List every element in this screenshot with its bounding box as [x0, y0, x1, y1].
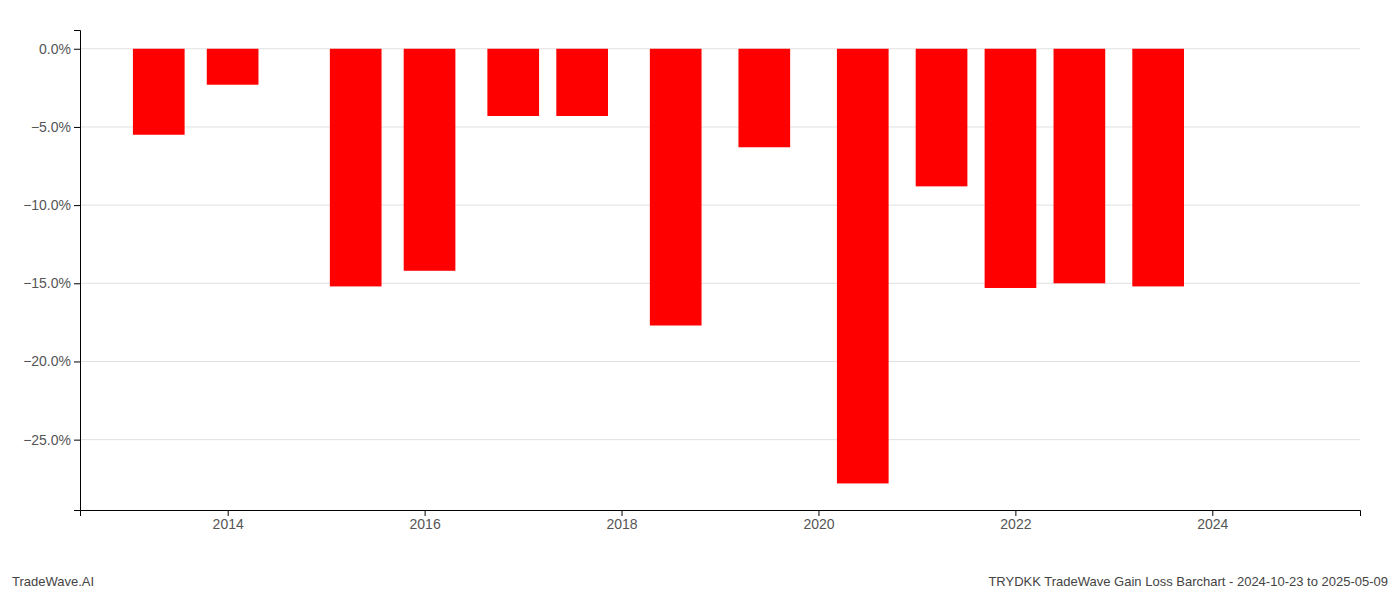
x-tick-label: 2016 [410, 516, 441, 532]
chart: 2014 2016 2018 2020 2022 2024 0.0% −5.0% −10.0% −… [0, 0, 1400, 600]
x-tick: 2018 [606, 510, 637, 532]
bar [837, 49, 889, 484]
x-tick-label: 2020 [803, 516, 834, 532]
x-tick: 2022 [1000, 510, 1031, 532]
y-tick-label: 0.0% [39, 41, 71, 57]
x-tick-label: 2018 [606, 516, 637, 532]
plot: 2014 2016 2018 2020 2022 2024 0.0% −5.0% −10.0% −… [23, 31, 1360, 532]
bar [207, 49, 259, 85]
y-tick: 0.0% [39, 41, 80, 57]
x-tick-label: 2024 [1197, 516, 1228, 532]
x-tick: 2016 [410, 510, 441, 532]
bar [1132, 49, 1184, 287]
y-tick-label: −10.0% [23, 197, 71, 213]
bars [133, 49, 1184, 484]
y-tick: −5.0% [31, 119, 80, 135]
y-tick-mark [74, 283, 80, 284]
y-axis-line [74, 31, 81, 511]
footer: TRYDKK TradeWave Gain Loss Barchart - 20… [988, 574, 1388, 589]
y-tick-mark [74, 440, 80, 441]
grid-line [80, 361, 1360, 362]
y-tick: −25.0% [23, 432, 80, 448]
bar [985, 49, 1037, 288]
y-tick-label: −25.0% [23, 432, 71, 448]
y-tick-mark [74, 361, 80, 362]
x-tick: 2014 [213, 510, 244, 532]
y-tick-mark [74, 49, 80, 50]
x-tick-label: 2014 [213, 516, 244, 532]
bar [330, 49, 382, 287]
y-tick-label: −20.0% [23, 353, 71, 369]
bar [916, 49, 968, 187]
y-axis: 0.0% −5.0% −10.0% −15.0% −20.0% −25.0% [23, 31, 80, 511]
x-tick: 2024 [1197, 510, 1228, 532]
bar [487, 49, 539, 116]
y-tick-mark [74, 205, 80, 206]
y-tick-label: −15.0% [23, 275, 71, 291]
footer: TradeWave.AI [12, 574, 94, 589]
y-tick: −10.0% [23, 197, 80, 213]
x-tick-label: 2022 [1000, 516, 1031, 532]
y-tick-mark [74, 127, 80, 128]
y-tick: −15.0% [23, 275, 80, 291]
y-tick: −20.0% [23, 353, 80, 369]
grid-line [80, 439, 1360, 440]
bar [738, 49, 790, 148]
bar [1054, 49, 1106, 284]
grid [80, 49, 1360, 440]
bar [133, 49, 185, 135]
y-tick-label: −5.0% [31, 119, 71, 135]
x-axis-line [81, 511, 1361, 517]
bar [556, 49, 608, 116]
bar [404, 49, 456, 271]
x-axis: 2014 2016 2018 2020 2022 2024 [81, 510, 1361, 532]
bar [650, 49, 702, 326]
x-tick: 2020 [803, 510, 834, 532]
